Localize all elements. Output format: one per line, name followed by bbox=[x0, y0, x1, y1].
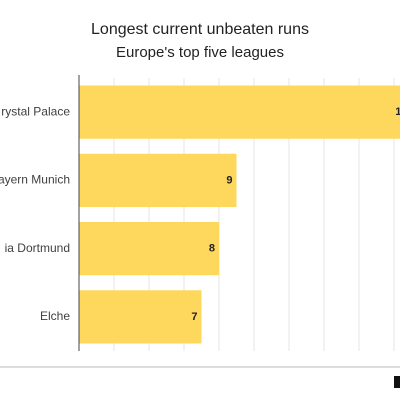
bar bbox=[79, 222, 219, 276]
bar bbox=[79, 290, 202, 344]
chart-subtitle: Europe's top five leagues bbox=[116, 44, 284, 61]
logo bbox=[394, 376, 400, 388]
y-tick-label: ayern Munich bbox=[0, 173, 70, 187]
chart-title: Longest current unbeaten runs bbox=[91, 21, 309, 38]
value-label: 9 bbox=[226, 174, 232, 186]
y-tick-label: ia Dortmund bbox=[5, 241, 70, 255]
bar bbox=[79, 153, 237, 207]
y-tick-label: Elche bbox=[40, 309, 70, 323]
value-label: 8 bbox=[209, 243, 215, 255]
value-label: 19 bbox=[395, 106, 400, 118]
value-label: 7 bbox=[191, 311, 197, 323]
y-tick-label: rystal Palace bbox=[1, 104, 70, 118]
bar bbox=[79, 85, 400, 139]
